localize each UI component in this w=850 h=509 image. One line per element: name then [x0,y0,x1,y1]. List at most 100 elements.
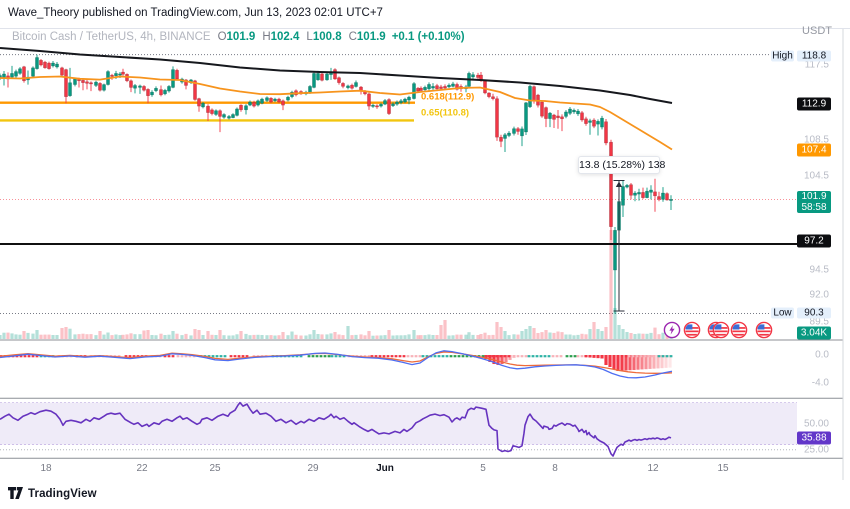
momentum-histogram-bar [624,355,628,371]
volume-bar [125,334,129,339]
candle-body [73,78,77,85]
candle-body [118,73,122,76]
ohlc-label: H [262,31,271,43]
symbol-info-bar[interactable]: Bitcoin Cash / TetherUS, 4h, BINANCE O101… [12,31,465,43]
signal-mark-pink [367,355,371,358]
signal-mark-red [495,355,499,358]
signal-mark-red [604,355,608,358]
volume-bar [244,333,248,339]
signal-mark-teal [527,355,531,358]
volume-bar [175,333,179,339]
volume-bar [431,335,435,339]
signal-mark-green [453,355,457,358]
volume-bar [621,329,625,339]
volume-bar [568,334,572,339]
candle-body [379,103,383,107]
signal-mark-green [307,355,311,358]
volume-bar [419,335,423,339]
crypto-event-icon[interactable] [663,321,681,339]
volume-bar [471,334,475,339]
signal-mark-red [491,355,495,358]
volume-bar [467,332,471,339]
last-price-value: 101.9 [801,191,827,202]
momentum-histogram-bar [668,355,672,368]
candle-body [239,104,243,111]
volume-bar [379,335,383,339]
momentum-histogram-bar [504,355,508,362]
fib-level-065-label[interactable]: 0.65(110.8) [421,107,470,118]
volume-bar [231,335,235,339]
signal-mark-teal [535,355,539,358]
us-economic-event-icon[interactable] [730,321,748,339]
time-tick-12[interactable]: 12 [647,463,659,474]
ohlc-values: O101.9 H102.4 L100.8 C101.9 [211,31,386,43]
fib-level-0618-label[interactable]: 0.618(112.9) [421,91,475,102]
signal-mark-pink [647,355,651,358]
candle-body [55,63,59,68]
time-tick-18[interactable]: 18 [40,463,52,474]
time-tick-Jun[interactable]: Jun [376,463,394,474]
us-economic-event-icon[interactable] [712,321,730,339]
signal-mark-green [565,355,569,358]
momentum-histogram-bar [652,355,656,369]
candle-body [333,69,337,80]
candle-body [163,89,167,95]
time-tick-22[interactable]: 22 [136,463,148,474]
volume-bar [294,334,298,339]
volume-bar [180,335,184,339]
candle-body [661,192,665,200]
time-tick-15[interactable]: 15 [717,463,729,474]
us-economic-event-icon[interactable] [683,321,701,339]
signal-mark-red [624,355,628,358]
signal-mark-pink [555,355,559,358]
candle-body [383,100,387,105]
candle-body [0,75,2,79]
volume-bar [106,332,110,339]
candle-body [419,87,423,91]
candle-body [142,86,146,91]
volume-bar [580,333,584,339]
volume-bar [544,330,548,339]
volume-bar [110,335,114,339]
time-tick-5[interactable]: 5 [480,463,486,474]
candle-body [653,191,657,197]
time-tick-29[interactable]: 29 [307,463,319,474]
volume-bar [102,334,106,339]
volume-bar [281,332,285,339]
volume-bar [222,335,226,339]
price-range-tooltip[interactable]: 13.8 (15.28%) 138 [578,155,665,174]
rsi-value-badge: 35.88 [797,431,831,445]
signal-mark-teal [219,355,223,358]
signal-mark-pink [580,355,584,358]
volume-bar [167,334,171,339]
candle-body [325,73,329,81]
us-economic-event-icon[interactable] [755,321,773,339]
volume-bar [629,333,633,339]
price-tick: 92.0 [809,289,829,301]
candle-body [564,111,568,117]
candle-body [451,83,455,87]
time-tick-25[interactable]: 25 [209,463,221,474]
candle-body [524,102,528,133]
signal-mark-red [620,355,624,358]
signal-mark-pink [551,355,555,358]
candle-body [218,110,222,117]
oscillator-main-line [0,350,673,379]
signal-mark-red [374,355,378,358]
volume-bar [256,334,260,339]
candle-body [371,104,375,107]
volume-bar [600,331,604,339]
volume-bar [637,333,641,339]
candle-body [507,132,511,136]
volume-bar [503,331,507,339]
tradingview-logo[interactable]: TradingView [8,487,97,501]
candle-body [645,190,649,198]
signal-mark-teal [531,355,535,358]
volume-bar [548,332,552,339]
volume-bar [329,333,333,339]
candle-body [260,98,264,104]
signal-mark-pink [414,355,418,358]
volume-bar [375,335,379,339]
time-tick-8[interactable]: 8 [552,463,558,474]
